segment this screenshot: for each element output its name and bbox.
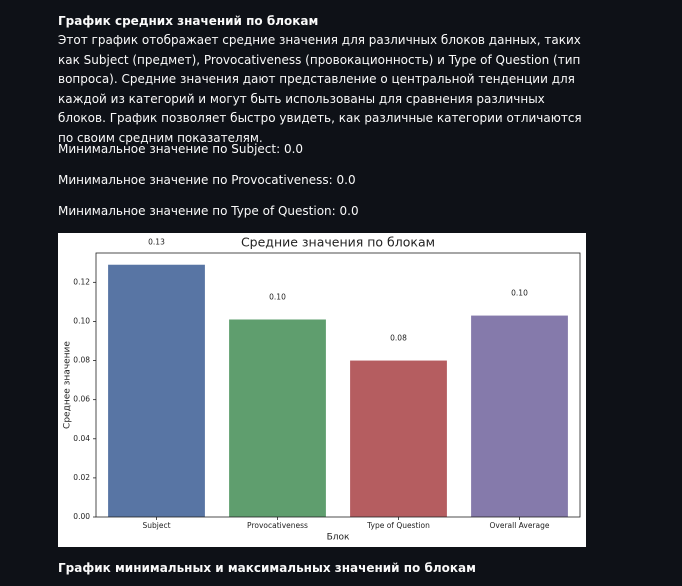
section-title: График минимальных и максимальных значен… — [58, 561, 476, 575]
min-value: Минимальное значение по Provocativeness:… — [58, 173, 356, 187]
y-tick-label: 0.06 — [73, 395, 90, 404]
y-tick-label: 0.08 — [73, 356, 90, 365]
y-tick-label: 0.12 — [73, 277, 90, 286]
x-tick-label: Type of Question — [366, 521, 430, 530]
y-tick-label: 0.00 — [73, 512, 90, 521]
min-value: Минимальное значение по Type of Question… — [58, 204, 359, 218]
min-value: Минимальное значение по Subject: 0.0 — [58, 142, 304, 156]
bar — [229, 319, 326, 517]
value-label: 0.10 — [269, 292, 286, 301]
x-tick-label: Overall Average — [490, 521, 550, 530]
chart: Средние значения по блокам Блок Среднее … — [58, 233, 586, 547]
value-label: 0.13 — [148, 238, 165, 247]
y-axis-label: Среднее значение — [63, 341, 73, 429]
value-label: 0.10 — [511, 289, 528, 298]
bar — [471, 315, 568, 517]
axes-frame — [95, 252, 581, 518]
y-tick-label: 0.02 — [73, 473, 90, 482]
y-tick-label: 0.04 — [73, 434, 90, 443]
value-label: 0.08 — [390, 334, 407, 343]
x-tick-label: Provocativeness — [247, 521, 308, 530]
chart-title: Средние значения по блокам — [241, 235, 435, 250]
x-axis-label: Блок — [327, 533, 350, 543]
description: Этот график отображает средние значения … — [58, 33, 582, 145]
bar — [350, 360, 447, 517]
section-title: График средних значений по блокам — [58, 14, 319, 28]
y-tick-label: 0.10 — [73, 316, 90, 325]
bar — [108, 264, 205, 517]
x-tick-label: Subject — [142, 521, 170, 530]
